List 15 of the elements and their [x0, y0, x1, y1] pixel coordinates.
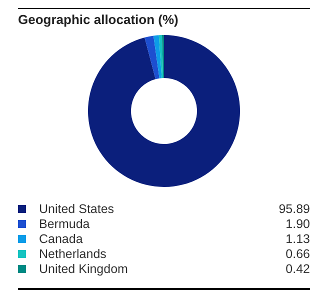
data-label: 0.66 [286, 246, 310, 260]
donut-slice [153, 35, 162, 78]
legend-label: Bermuda [39, 216, 91, 230]
donut-slice [158, 35, 164, 78]
legend-label: United Kingdom [39, 262, 129, 276]
donut-slice [144, 36, 160, 80]
data-label: 95.89 [278, 202, 310, 216]
legend-label: United States [39, 202, 116, 216]
legend-label: Canada [39, 232, 84, 246]
legend-label: Netherlands [39, 246, 108, 260]
data-label: 0.42 [286, 262, 310, 276]
data-label: 1.13 [286, 232, 310, 246]
donut-slice [88, 35, 240, 187]
chart-title: Geographic allocation (%) [18, 8, 310, 27]
data-label: 1.90 [286, 216, 310, 230]
